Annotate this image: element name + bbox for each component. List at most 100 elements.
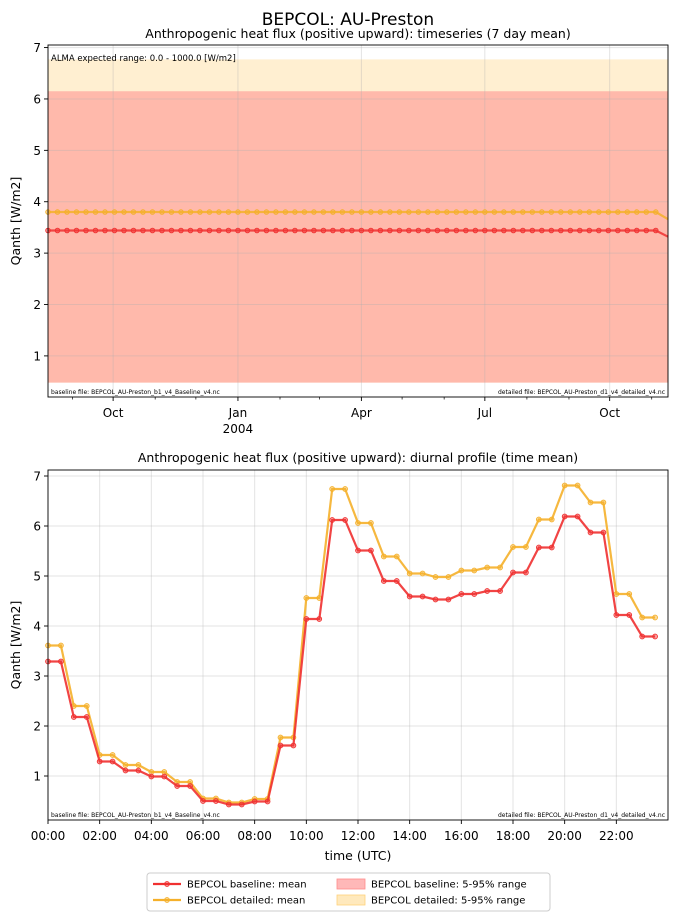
data-point: [415, 209, 422, 215]
data-point: [510, 544, 516, 550]
data-point: [574, 513, 581, 520]
data-point: [178, 209, 184, 215]
data-point: [358, 227, 365, 234]
data-point: [529, 227, 536, 234]
x-tick-label: 02:00: [82, 829, 117, 843]
data-point: [244, 209, 251, 215]
legend-box: [146, 872, 551, 912]
series-line: [48, 210, 669, 221]
data-point: [83, 714, 90, 720]
data-point: [434, 209, 441, 215]
data-point: [523, 544, 529, 550]
data-point: [558, 209, 564, 215]
data-point: [303, 616, 310, 622]
x-axis-label: time (UTC): [325, 848, 392, 863]
data-point: [64, 227, 70, 234]
data-point: [510, 569, 516, 576]
data-point: [425, 209, 431, 215]
data-point: [596, 209, 602, 215]
data-point: [368, 520, 374, 526]
data-point: [432, 596, 439, 603]
data-point: [187, 227, 194, 234]
data-point: [349, 227, 355, 234]
data-point: [497, 588, 503, 594]
data-point: [187, 779, 193, 785]
data-point: [652, 614, 658, 621]
data-point: [497, 564, 503, 571]
data-point: [121, 209, 127, 215]
data-point: [58, 642, 64, 649]
data-point: [539, 227, 545, 234]
y-tick-label: 1: [33, 770, 41, 784]
data-point: [586, 227, 593, 234]
data-point: [206, 209, 213, 215]
data-point: [121, 227, 127, 234]
legend-marker: [164, 881, 170, 887]
data-point: [329, 517, 336, 523]
data-point: [444, 227, 450, 234]
data-point: [613, 612, 620, 618]
legend-label: BEPCOL detailed: 5-95% range: [371, 896, 525, 907]
data-point: [605, 209, 612, 215]
legend-label: BEPCOL baseline: mean: [187, 880, 307, 891]
data-point: [109, 758, 116, 765]
data-point: [577, 209, 583, 215]
data-point: [339, 209, 346, 215]
data-point: [122, 762, 129, 768]
data-point: [73, 227, 80, 234]
data-point: [197, 209, 203, 215]
data-point: [535, 516, 542, 523]
data-point: [596, 227, 602, 234]
data-point: [102, 227, 108, 234]
data-point: [70, 714, 77, 720]
data-point: [54, 209, 61, 215]
data-point: [624, 209, 631, 215]
data-point: [216, 227, 222, 234]
range-band: [48, 91, 668, 383]
y-axis-label: Qanth [W/m2]: [8, 601, 23, 690]
data-point: [368, 227, 374, 234]
data-point: [238, 801, 245, 808]
data-point: [282, 227, 289, 234]
y-tick-label: 3: [33, 670, 41, 684]
data-point: [567, 227, 574, 234]
data-point: [109, 752, 116, 758]
data-point: [558, 227, 564, 234]
data-point: [653, 209, 659, 215]
data-point: [342, 486, 348, 492]
y-tick-label: 3: [33, 247, 41, 261]
legend: BEPCOL baseline: mean BEPCOL detailed: me…: [146, 872, 551, 912]
data-point: [311, 227, 317, 234]
data-point: [355, 547, 361, 554]
data-point: [54, 227, 61, 234]
data-point: [445, 574, 452, 580]
data-point: [380, 553, 387, 560]
data-point: [548, 209, 555, 215]
data-point: [510, 227, 517, 234]
data-point: [539, 209, 545, 215]
data-point: [387, 227, 393, 234]
data-point: [140, 209, 146, 215]
data-point: [472, 227, 479, 234]
data-point: [415, 227, 422, 234]
data-point: [135, 762, 142, 768]
data-point: [292, 227, 298, 234]
data-point: [577, 227, 583, 234]
data-point: [482, 209, 488, 215]
data-point: [406, 227, 412, 234]
x-tick-label: Jul: [477, 406, 492, 420]
x-tick-label: Jan: [228, 406, 248, 420]
plot-frame: [47, 44, 669, 398]
data-point: [292, 209, 298, 215]
data-point: [273, 227, 279, 234]
data-point: [377, 227, 384, 234]
y-tick-label: 6: [33, 92, 41, 106]
data-point: [586, 209, 593, 215]
data-point: [463, 209, 469, 215]
x-tick-label: 16:00: [444, 829, 479, 843]
data-point: [520, 227, 526, 234]
x-tick-label: 20:00: [547, 829, 582, 843]
legend-marker: [164, 897, 170, 903]
data-point: [613, 591, 620, 597]
